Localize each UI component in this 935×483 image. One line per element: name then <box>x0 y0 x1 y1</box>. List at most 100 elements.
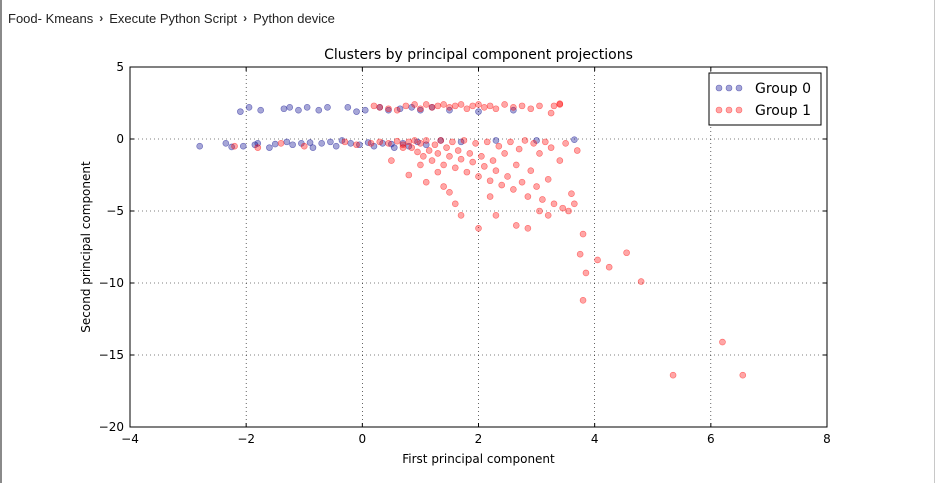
data-point <box>271 140 279 148</box>
breadcrumb-separator-icon: › <box>243 11 248 25</box>
chart-container: −4 −2 0 2 4 6 8 5 0 −5 −10 −15 −20 Clusters by princ… <box>60 40 850 470</box>
data-point <box>605 263 613 271</box>
data-point <box>327 138 334 146</box>
data-point <box>405 138 413 146</box>
data-point <box>457 101 465 108</box>
data-point <box>544 212 552 219</box>
data-point <box>486 193 494 200</box>
data-point <box>222 140 230 147</box>
data-point <box>512 161 520 169</box>
data-point <box>431 141 439 149</box>
data-point <box>501 150 508 157</box>
y-tick-label: −15 <box>99 348 124 362</box>
y-tick-label: −5 <box>106 204 124 218</box>
data-point <box>495 142 503 150</box>
chart-title: Clusters by principal component projecti… <box>324 47 633 63</box>
window-border-left <box>0 0 2 483</box>
data-point <box>428 104 436 111</box>
data-point <box>504 173 511 180</box>
data-point <box>483 138 491 146</box>
data-point <box>341 138 349 146</box>
data-point <box>475 101 482 108</box>
data-point <box>492 137 500 144</box>
data-point <box>443 144 450 151</box>
data-point <box>283 138 291 146</box>
data-point <box>536 102 543 110</box>
data-point <box>434 168 442 176</box>
data-point <box>306 139 314 146</box>
data-point <box>544 176 552 183</box>
x-tick-label: 6 <box>707 432 715 446</box>
data-point <box>527 167 535 174</box>
data-point <box>472 140 479 147</box>
data-point <box>451 200 459 208</box>
breadcrumb-item-output[interactable]: Python device <box>253 10 335 26</box>
breadcrumb-item-experiment[interactable]: Food- Kmeans <box>8 10 94 26</box>
data-point <box>475 224 482 232</box>
data-point <box>411 101 418 108</box>
data-point <box>478 152 485 160</box>
data-point <box>440 161 447 169</box>
data-point <box>481 163 488 170</box>
data-point <box>562 140 569 147</box>
data-point <box>385 140 392 147</box>
data-point <box>524 193 532 200</box>
data-point <box>422 101 430 108</box>
data-point <box>469 102 476 110</box>
data-point <box>463 105 471 113</box>
breadcrumb-item-module[interactable]: Execute Python Script <box>109 10 238 26</box>
legend-marker <box>735 106 743 114</box>
data-point <box>422 137 430 144</box>
breadcrumb-separator-icon: › <box>99 11 104 25</box>
data-points <box>196 100 747 379</box>
grid-lines <box>130 67 827 427</box>
data-point <box>315 106 323 114</box>
data-point <box>457 212 465 219</box>
data-point <box>295 106 302 114</box>
y-tick-label: 0 <box>116 132 124 146</box>
data-point <box>556 100 564 108</box>
data-point <box>417 106 424 114</box>
chart-legend: Group 0 Group 1 <box>708 72 822 126</box>
data-point <box>437 137 445 144</box>
data-point <box>422 178 430 186</box>
y-tick-label: 5 <box>116 60 124 74</box>
data-point <box>475 108 482 115</box>
data-point <box>637 278 645 285</box>
data-point <box>277 140 285 147</box>
data-point <box>196 142 203 150</box>
data-point <box>393 106 401 114</box>
data-point <box>245 104 253 111</box>
data-point <box>510 104 517 111</box>
legend-marker <box>725 106 733 114</box>
data-point <box>501 101 508 108</box>
x-tick-label: 0 <box>359 432 367 446</box>
data-point <box>565 207 572 215</box>
y-tick-label: −20 <box>99 420 124 434</box>
axis-ticks: −4 −2 0 2 4 6 850−5−10−15−20 <box>99 60 831 446</box>
legend-label: Group 1 <box>755 103 811 119</box>
data-point <box>466 150 474 157</box>
data-point <box>318 140 325 147</box>
data-point <box>231 142 238 150</box>
data-point <box>541 138 549 146</box>
data-point <box>257 106 264 114</box>
data-point <box>492 212 500 219</box>
data-point <box>536 207 543 215</box>
data-point <box>739 371 747 379</box>
data-point <box>571 200 578 208</box>
data-point <box>507 138 514 146</box>
data-point <box>457 155 465 163</box>
data-point <box>353 141 360 149</box>
data-point <box>254 144 262 151</box>
data-point <box>623 249 630 257</box>
data-point <box>289 141 296 149</box>
data-point <box>460 137 468 144</box>
legend-label: Group 0 <box>755 81 811 97</box>
data-point <box>399 144 407 151</box>
data-point <box>524 224 532 232</box>
data-point <box>414 148 421 156</box>
data-point <box>417 105 424 113</box>
data-point <box>417 161 424 169</box>
data-point <box>579 296 587 304</box>
